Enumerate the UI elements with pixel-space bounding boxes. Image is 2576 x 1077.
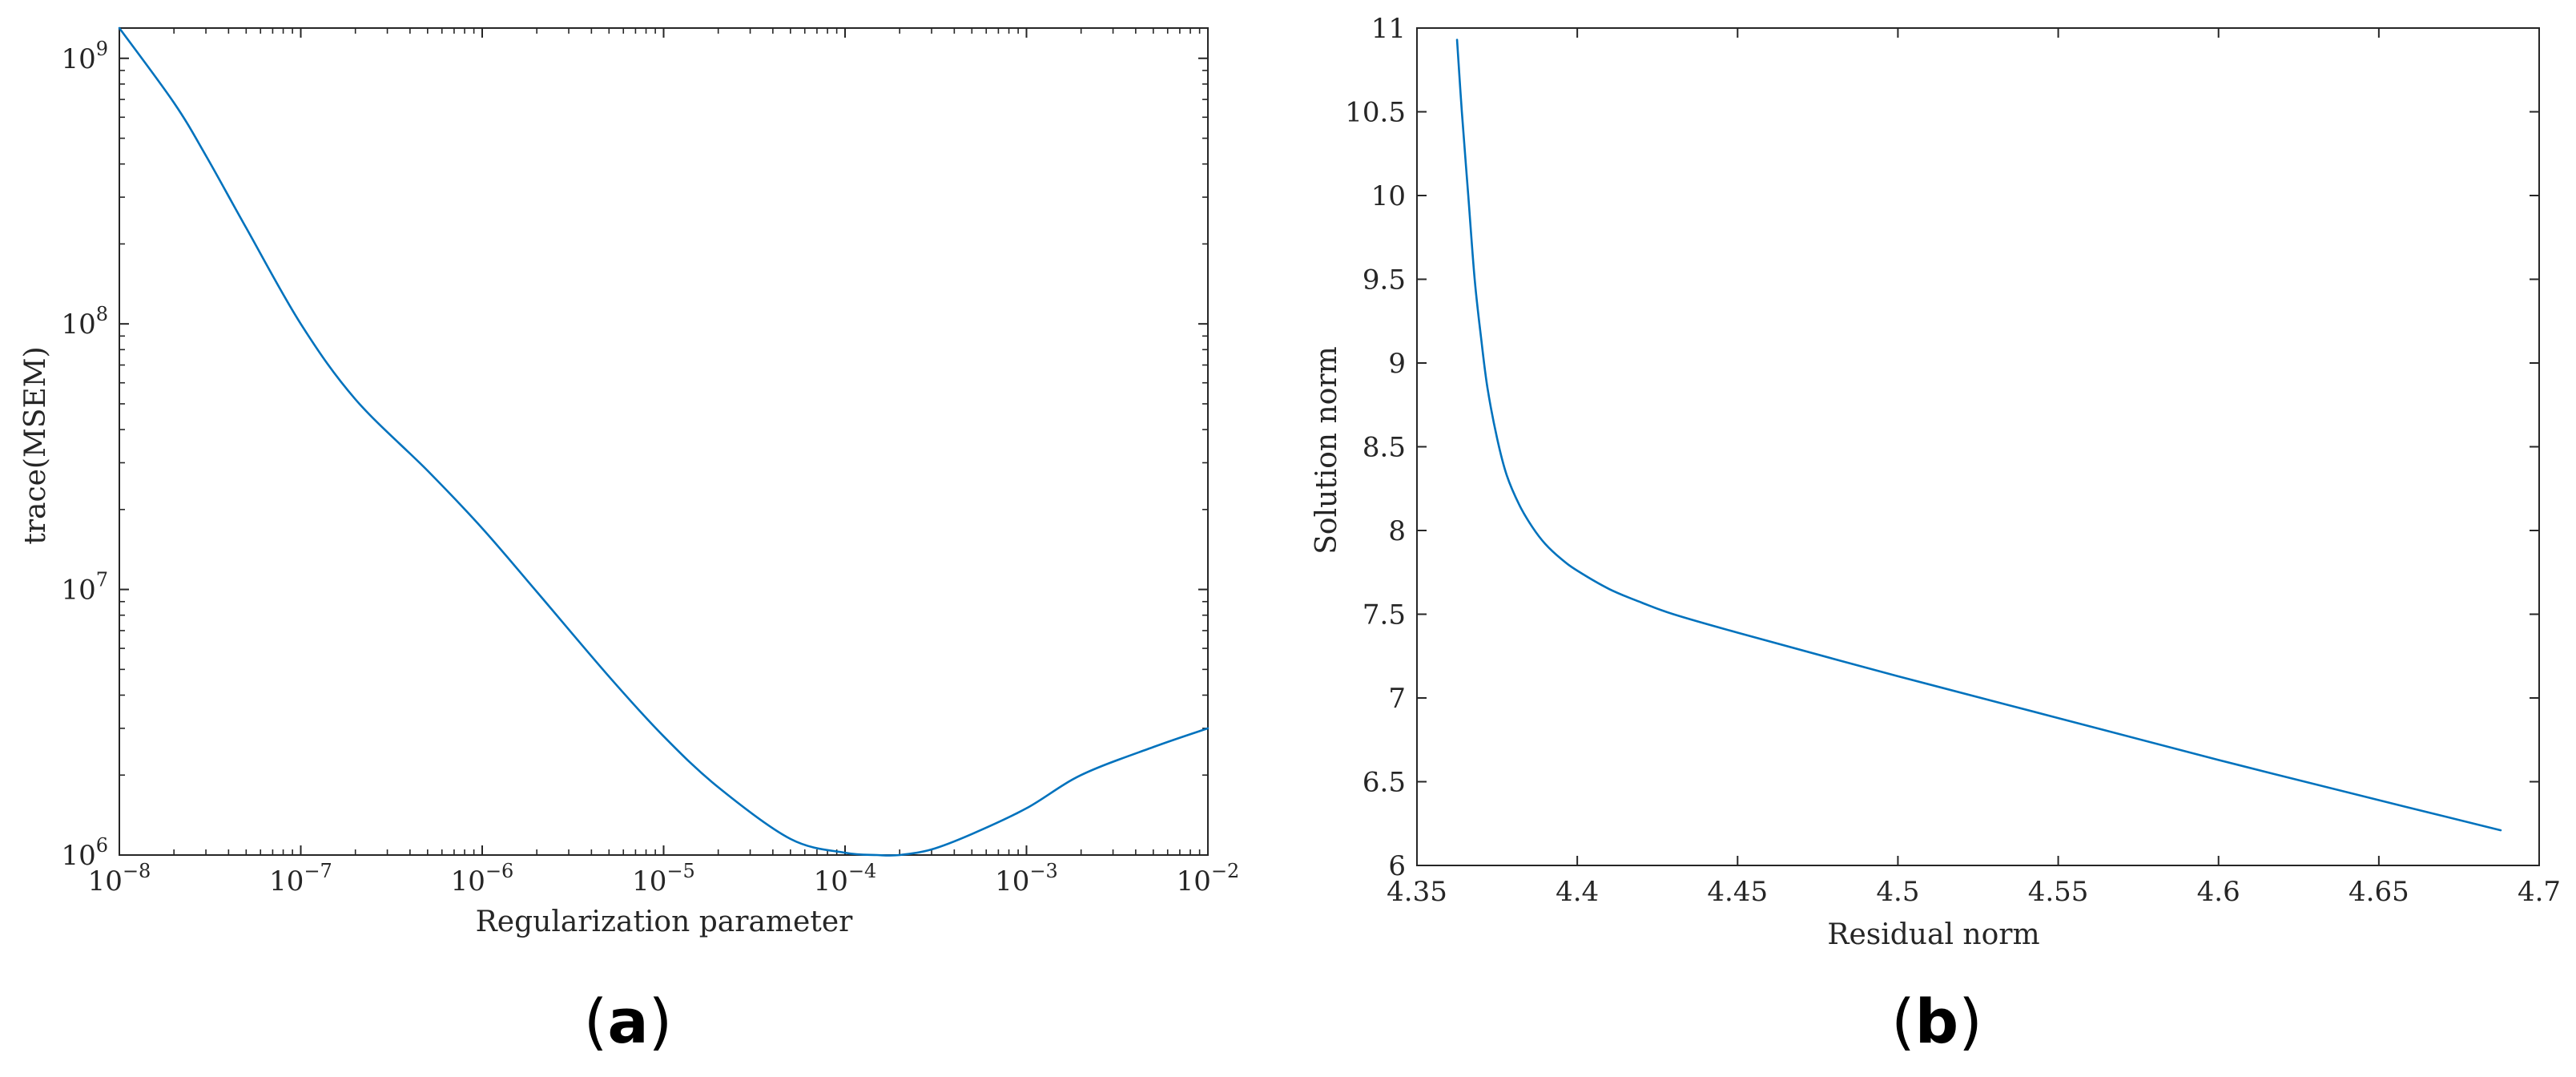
y-tick-label-b: 6.5 [1362,767,1406,799]
y-tick-exponent: 8 [96,303,108,325]
x-tick-label-b: 4.7 [2518,876,2561,908]
y-tick-label-b: 6 [1388,850,1406,882]
x-tick-base: 10 [269,865,304,898]
y-tick-label-b: 7.5 [1362,599,1406,631]
x-tick-label-a: 10−2 [1177,860,1240,898]
plot-area-a [119,27,1209,856]
x-tick-label-b: 4.55 [2028,876,2089,908]
x-tick-exponent: −6 [485,860,513,882]
y-tick-label-b: 8 [1388,515,1406,547]
x-tick-label-a: 10−7 [269,860,332,898]
x-tick-label-b: 4.5 [1876,876,1919,908]
y-tick-label-b: 8.5 [1362,432,1406,464]
y-tick-base: 10 [61,840,95,872]
x-tick-label-b: 4.6 [2197,876,2240,908]
x-tick-label-b: 4.65 [2349,876,2409,908]
series-line-a-0 [118,26,1210,857]
y-axis-label-a: trace(MSEM) [19,346,52,544]
x-tick-exponent: −4 [848,860,876,882]
x-axis-label-b: Residual norm [1827,918,2039,951]
x-tick-label-a: 10−3 [995,860,1058,898]
x-tick-exponent: −8 [123,860,151,882]
y-axis-label-b: Solution norm [1310,346,1343,555]
panel-label-b: (b) [1891,986,1982,1057]
y-tick-exponent: 9 [96,38,108,60]
y-tick-base: 10 [61,309,95,341]
x-tick-base: 10 [814,865,848,898]
x-tick-exponent: −5 [666,860,694,882]
x-axis-label-a: Regularization parameter [476,906,853,938]
x-tick-exponent: −7 [304,860,332,882]
y-tick-base: 10 [61,43,95,75]
x-tick-base: 10 [995,865,1029,898]
chart-panel-b: Residual norm Solution norm (b) 4.35 4.4 4… [1310,13,2561,1057]
x-tick-label-b: 4.35 [1387,876,1447,908]
y-tick-label-a: 109 [61,38,108,75]
x-tick-exponent: −3 [1029,860,1057,882]
y-tick-label-b: 9 [1388,348,1406,380]
plot-area-b [1416,27,2540,866]
y-tick-label-b: 7 [1388,683,1406,715]
panel-label-a-close: ) [649,986,673,1057]
panel-label-a-open: ( [584,986,608,1057]
x-tick-label-a: 10−6 [451,860,514,898]
series-line-b-0 [1455,38,2502,832]
x-tick-label-b: 4.4 [1556,876,1599,908]
x-tick-label-a: 10−5 [632,860,695,898]
x-tick-label-a: 10−4 [814,860,877,898]
y-tick-label-a: 107 [61,569,108,607]
panel-label-b-close: ) [1958,986,1982,1057]
y-tick-exponent: 6 [96,834,108,857]
x-tick-exponent: −2 [1211,860,1239,882]
x-tick-base: 10 [451,865,485,898]
x-tick-label-a: 10−8 [88,860,151,898]
y-tick-label-b: 10.5 [1345,97,1406,129]
x-tick-base: 10 [88,865,123,898]
panel-label-b-letter: b [1915,986,1958,1057]
x-tick-label-b: 4.45 [1707,876,1768,908]
y-tick-base: 10 [61,575,95,607]
x-tick-base: 10 [632,865,666,898]
x-tick-base: 10 [1177,865,1211,898]
panel-label-a: (a) [584,986,673,1057]
y-tick-exponent: 7 [96,569,108,591]
panel-label-b-open: ( [1891,986,1915,1057]
y-tick-label-b: 11 [1371,13,1406,45]
y-tick-label-a: 108 [61,303,108,341]
y-tick-label-b: 10 [1371,180,1406,212]
y-tick-label-a: 106 [61,834,108,872]
chart-panel-a: Regularization parameter trace(MSEM) (a)… [19,26,1240,1057]
panel-label-a-letter: a [607,986,648,1057]
y-tick-label-b: 9.5 [1362,264,1406,296]
